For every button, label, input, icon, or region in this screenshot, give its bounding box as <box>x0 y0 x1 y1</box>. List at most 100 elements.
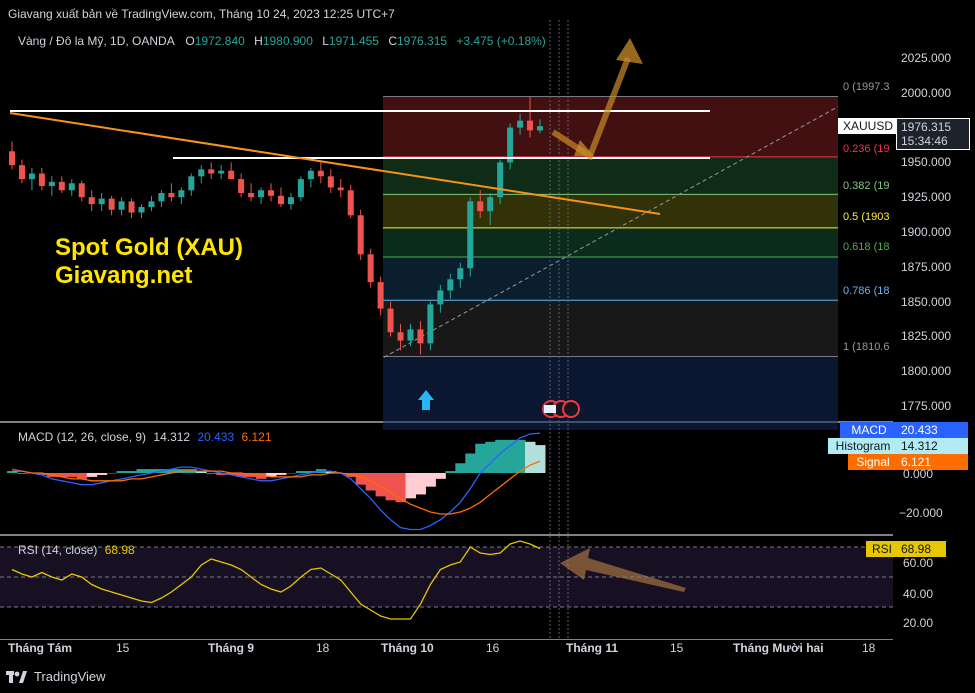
chart-canvas[interactable] <box>0 20 893 640</box>
fib-retracement[interactable] <box>383 20 839 640</box>
candle-body <box>437 290 444 305</box>
price-tick: 2000.000 <box>901 85 952 100</box>
macd-histogram-bar <box>206 473 217 474</box>
macd-histogram-bar <box>226 473 237 475</box>
fib-label-0236: 0.236 (19 <box>843 143 890 155</box>
rsi-title-row[interactable]: RSI (14, close) 68.98 <box>18 543 135 557</box>
macd-histogram-bar <box>435 473 446 479</box>
candle-body <box>198 169 205 177</box>
candle-body <box>178 190 185 198</box>
projection-arrowhead-small-icon <box>574 140 594 156</box>
candle-body <box>397 332 404 341</box>
candle-body <box>477 201 484 212</box>
time-axis-label: Tháng 11 <box>566 641 619 655</box>
fib-zone <box>383 300 838 357</box>
macd-signal-value: 6.121 <box>241 430 272 444</box>
candle-body <box>517 120 524 128</box>
symbol-legend[interactable]: Vàng / Đô la Mỹ, 1D, OANDA O1972.840 H19… <box>18 34 546 48</box>
time-axis-label: Tháng 9 <box>208 641 255 655</box>
candle-body <box>347 190 354 216</box>
candle-body <box>447 279 454 291</box>
rsi-tick-20: 20.00 <box>903 616 934 630</box>
macd-histogram-bar <box>196 471 207 473</box>
tradingview-logo-icon <box>6 670 27 683</box>
candle-body <box>48 181 55 187</box>
macd-histogram-bar <box>465 453 476 473</box>
open-value: 1972.840 <box>194 34 245 48</box>
change-value: +3.475 (+0.18%) <box>456 34 546 48</box>
fib-label-1: 1 (1810.6 <box>843 341 890 353</box>
price-tick: 1825.000 <box>901 329 952 344</box>
rsi-tag-label: RSI <box>866 541 898 557</box>
tradingview-footer[interactable]: TradingView <box>6 669 106 684</box>
macd-histogram-bar <box>405 473 416 499</box>
macd-tag-value: 20.433 <box>896 422 968 438</box>
drawings[interactable] <box>9 38 710 592</box>
macd-line-value: 20.433 <box>197 430 235 444</box>
macd-histogram-bar <box>146 469 157 473</box>
macd-histogram-bar <box>285 473 297 474</box>
macd-histogram-bar <box>295 471 307 473</box>
macd-tick-1: −20.000 <box>899 506 943 520</box>
time-axis-label: 16 <box>486 641 500 655</box>
macd-histogram-bar <box>515 439 526 473</box>
macd-histogram-bar <box>415 473 426 495</box>
price-tick: 2025.000 <box>901 51 952 65</box>
macd-histogram-bar <box>16 473 28 474</box>
close-key: C <box>388 34 397 48</box>
macd-histogram-bar <box>425 473 436 487</box>
brand-label: TradingView <box>34 669 106 684</box>
rsi-tick-60: 60.00 <box>903 556 934 570</box>
macd-histogram-bar <box>325 471 337 473</box>
macd-line <box>11 432 541 531</box>
macd-histogram-bar <box>7 471 18 473</box>
time-axis-label: Tháng 10 <box>381 641 434 655</box>
watermark-line1: Spot Gold (XAU) <box>55 234 243 261</box>
histogram-tag-value: 14.312 <box>896 438 968 454</box>
time-axis-label: 18 <box>316 641 330 655</box>
us-flag-icon <box>544 405 556 413</box>
price-tick: 1900.000 <box>901 225 952 239</box>
signal-tag-value: 6.121 <box>896 454 968 470</box>
fib-label-0: 0 (1997.3 <box>843 81 890 93</box>
candle-body <box>188 176 195 191</box>
candle-body <box>487 197 494 212</box>
candle-body <box>327 176 334 188</box>
candle-body <box>158 193 165 202</box>
candle-body <box>467 201 474 269</box>
candle-body <box>258 190 265 198</box>
fib-label-0786: 0.786 (18 <box>843 285 890 297</box>
candle-body <box>78 183 85 198</box>
candle-body <box>457 268 464 280</box>
macd-histogram-bar <box>375 473 387 497</box>
macd-histogram-bar <box>116 471 128 473</box>
macd-histogram-bar <box>136 469 147 473</box>
time-axis-label: Tháng Mười hai <box>733 641 824 655</box>
fib-zone <box>383 156 838 195</box>
macd-histogram-bar <box>535 445 546 473</box>
macd-histogram-bar <box>355 473 367 485</box>
candle-body <box>128 201 135 213</box>
macd-pane <box>7 432 546 531</box>
candle-body <box>228 170 235 180</box>
symbol-description[interactable]: Vàng / Đô la Mỹ, 1D, OANDA <box>18 34 175 48</box>
macd-histogram-bar <box>66 473 78 477</box>
time-axis-label: 15 <box>116 641 130 655</box>
symbol-tag: XAUUSD <box>838 118 899 134</box>
macd-histogram-bar <box>216 473 227 475</box>
macd-title-row[interactable]: MACD (12, 26, close, 9) 14.312 20.433 6.… <box>18 430 272 444</box>
price-tick: 1850.000 <box>901 294 952 309</box>
rsi-line <box>11 540 541 620</box>
candle-body <box>208 169 215 174</box>
close-value: 1976.315 <box>397 34 448 48</box>
macd-histogram-bar <box>445 471 456 473</box>
price-tick: 1800.000 <box>901 364 952 379</box>
buy-signal-arrow-icon <box>418 390 434 410</box>
macd-histogram-bar <box>236 473 247 477</box>
candle-body <box>28 173 35 180</box>
candle-body <box>357 215 364 255</box>
candle-body <box>277 195 284 205</box>
macd-histogram-bar <box>36 473 48 475</box>
candles <box>9 96 543 355</box>
candle-body <box>168 193 175 198</box>
